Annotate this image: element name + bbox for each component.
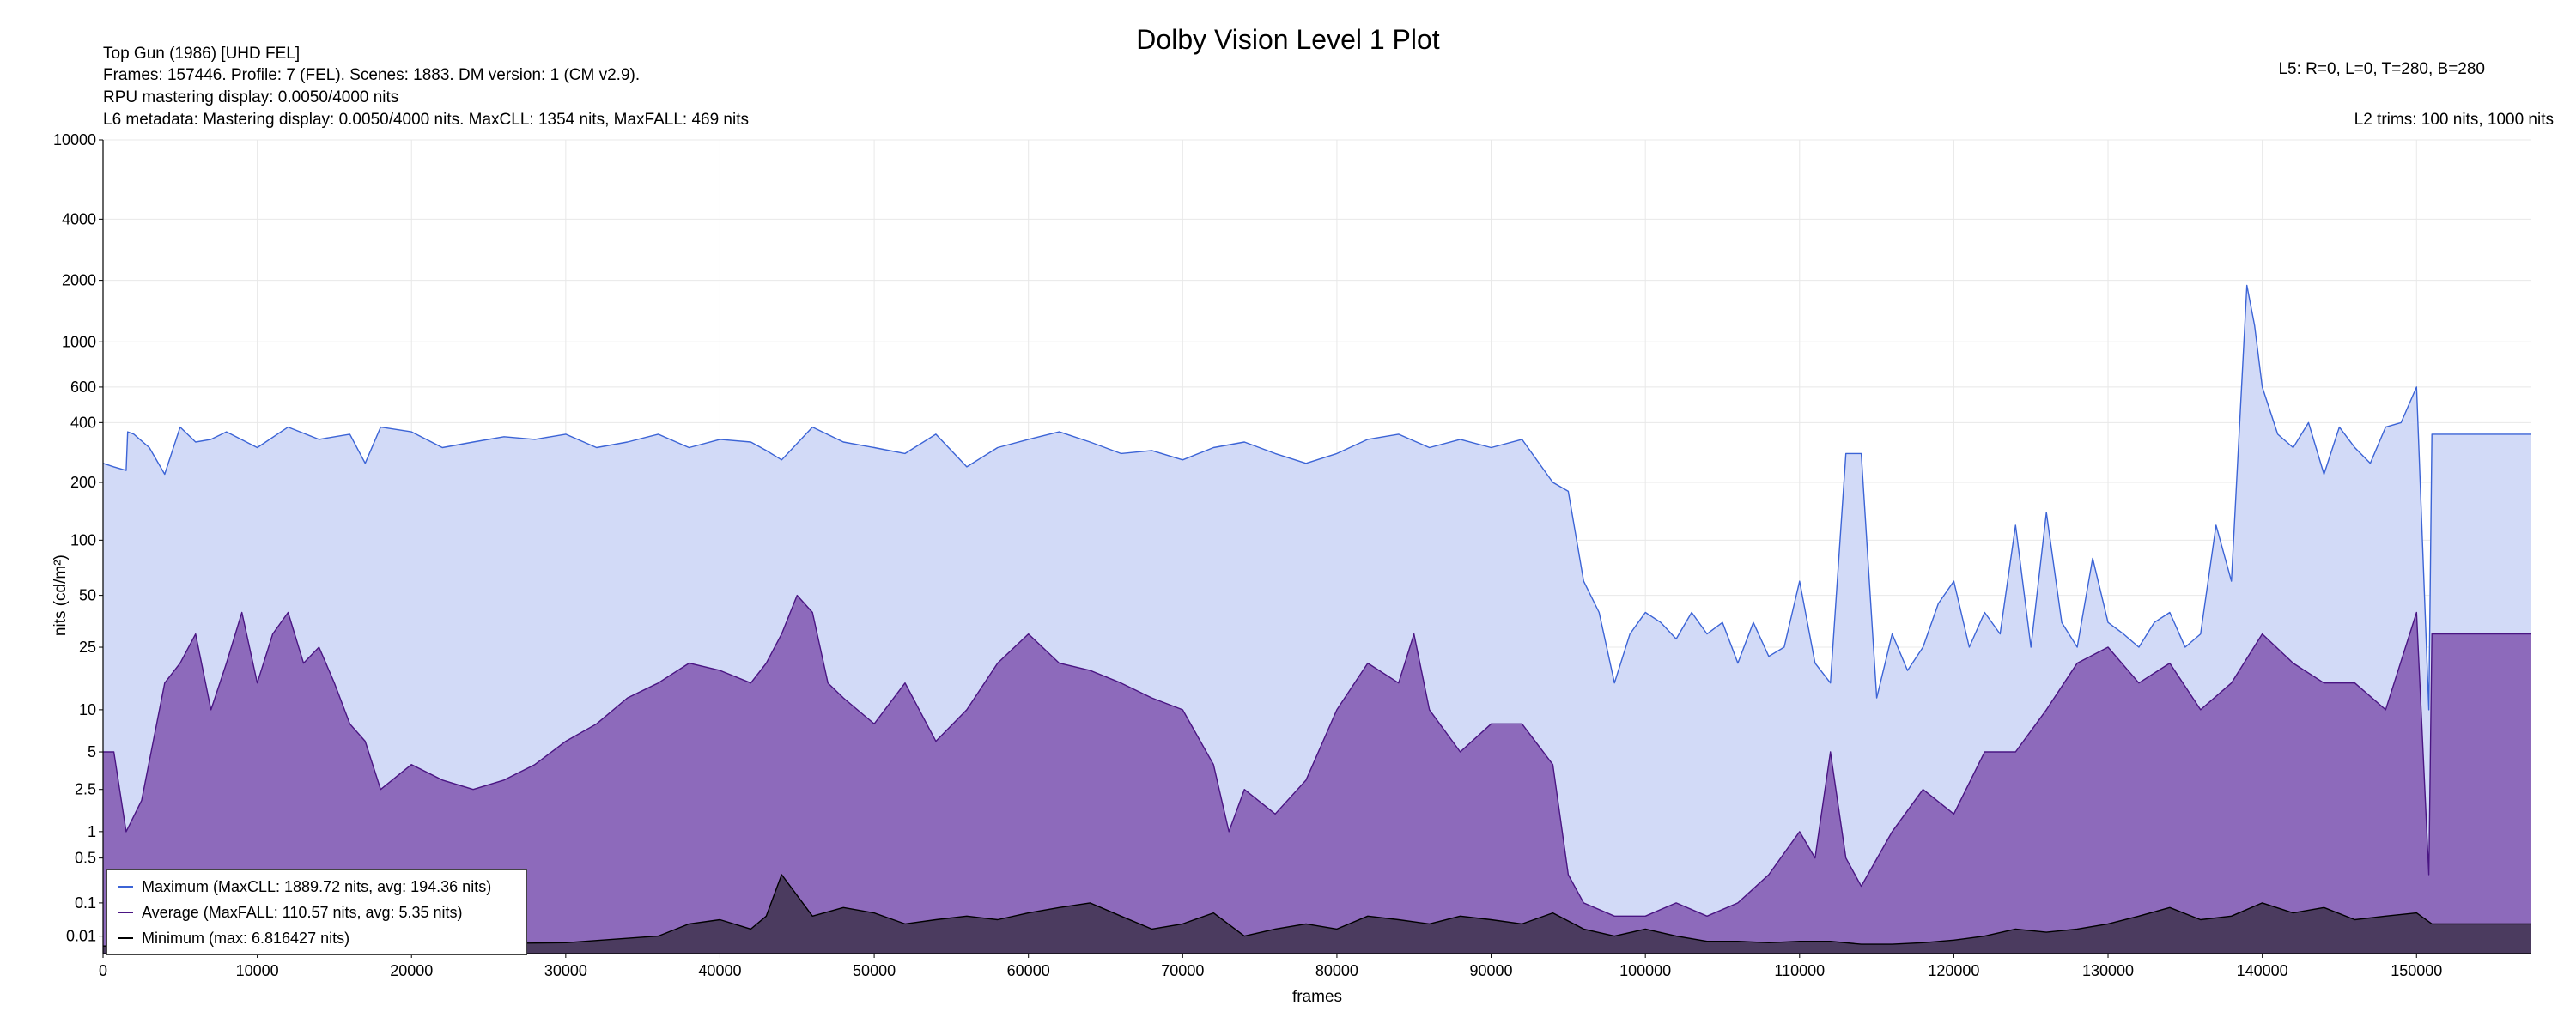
x-tick-label-9: 90000 bbox=[1470, 962, 1513, 979]
y-tick-label-1: 0.1 bbox=[75, 894, 96, 912]
y-tick-label-14: 2000 bbox=[62, 272, 96, 289]
x-tick-label-13: 130000 bbox=[2082, 962, 2134, 979]
rpu-info-line: RPU mastering display: 0.0050/4000 nits bbox=[103, 88, 399, 106]
legend: Maximum (MaxCLL: 1889.72 nits, avg: 194.… bbox=[106, 869, 527, 955]
y-tick-label-7: 25 bbox=[79, 639, 96, 656]
x-tick-label-3: 30000 bbox=[544, 962, 587, 979]
frames-info-line: Frames: 157446. Profile: 7 (FEL). Scenes… bbox=[103, 66, 641, 84]
x-tick-label-10: 100000 bbox=[1619, 962, 1671, 979]
y-axis-label: nits (cd/m²) bbox=[52, 554, 70, 636]
x-tick-label-11: 110000 bbox=[1774, 962, 1825, 979]
series-area-average bbox=[103, 595, 2531, 954]
x-tick-label-14: 140000 bbox=[2237, 962, 2288, 979]
y-tick-label-15: 4000 bbox=[62, 210, 96, 227]
l6-info-line: L6 metadata: Mastering display: 0.0050/4… bbox=[103, 111, 749, 129]
y-tick-label-3: 1 bbox=[88, 823, 96, 840]
y-tick-label-13: 1000 bbox=[62, 333, 96, 350]
x-axis-label: frames bbox=[1292, 988, 1342, 1006]
x-tick-label-8: 80000 bbox=[1315, 962, 1358, 979]
legend-item-minimum: Minimum (max: 6.816427 nits) bbox=[118, 929, 349, 948]
series-line-minimum bbox=[103, 874, 2531, 947]
x-tick-label-6: 60000 bbox=[1007, 962, 1050, 979]
legend-label-minimum: Minimum (max: 6.816427 nits) bbox=[142, 929, 350, 947]
x-tick-label-5: 50000 bbox=[853, 962, 896, 979]
x-tick-label-12: 120000 bbox=[1928, 962, 1979, 979]
y-tick-label-0: 0.01 bbox=[66, 928, 96, 945]
legend-label-average: Average (MaxFALL: 110.57 nits, avg: 5.35… bbox=[142, 903, 463, 921]
legend-label-maximum: Maximum (MaxCLL: 1889.72 nits, avg: 194.… bbox=[142, 877, 492, 895]
y-tick-label-9: 100 bbox=[70, 531, 96, 548]
x-tick-label-15: 150000 bbox=[2391, 962, 2442, 979]
x-tick-label-7: 70000 bbox=[1161, 962, 1204, 979]
legend-swatch-average bbox=[118, 912, 133, 913]
legend-swatch-minimum bbox=[118, 937, 133, 939]
series-line-maximum bbox=[102, 284, 2531, 711]
y-tick-label-4: 2.5 bbox=[75, 781, 96, 798]
legend-item-average: Average (MaxFALL: 110.57 nits, avg: 5.35… bbox=[118, 903, 463, 922]
y-tick-label-5: 5 bbox=[88, 743, 96, 760]
y-tick-label-11: 400 bbox=[70, 414, 96, 431]
y-tick-label-16: 10000 bbox=[53, 131, 96, 148]
l5-info: L5: R=0, L=0, T=280, B=280 bbox=[2278, 60, 2485, 78]
y-tick-label-10: 200 bbox=[70, 474, 96, 491]
series-area-minimum bbox=[103, 875, 2531, 954]
x-tick-label-2: 20000 bbox=[390, 962, 433, 979]
y-tick-label-8: 50 bbox=[79, 587, 96, 604]
y-tick-label-6: 10 bbox=[79, 701, 96, 718]
legend-swatch-maximum bbox=[118, 886, 133, 888]
legend-item-maximum: Maximum (MaxCLL: 1889.72 nits, avg: 194.… bbox=[118, 877, 491, 896]
l2-trims-info: L2 trims: 100 nits, 1000 nits bbox=[2354, 111, 2554, 129]
x-tick-label-1: 10000 bbox=[236, 962, 279, 979]
y-tick-label-12: 600 bbox=[70, 379, 96, 396]
title-info-line: Top Gun (1986) [UHD FEL] bbox=[103, 45, 301, 63]
chart-title: Dolby Vision Level 1 Plot bbox=[1136, 24, 1440, 55]
series-line-average bbox=[103, 594, 2531, 917]
y-tick-label-2: 0.5 bbox=[75, 850, 96, 867]
x-tick-label-4: 40000 bbox=[698, 962, 741, 979]
x-tick-label-0: 0 bbox=[99, 962, 107, 979]
